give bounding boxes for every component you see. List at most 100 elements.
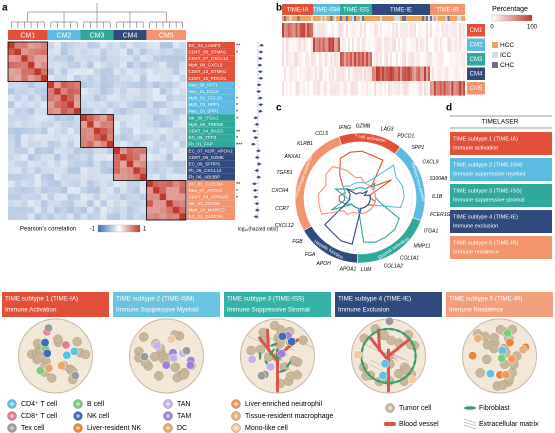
immune-cell bbox=[505, 338, 515, 347]
percentage-cell bbox=[285, 52, 288, 67]
immune-cell bbox=[473, 334, 483, 343]
heatmap-cell bbox=[179, 134, 187, 141]
subtype-header bbox=[446, 292, 553, 317]
cluster-label: CM1 bbox=[20, 32, 35, 39]
heatmap-cell bbox=[113, 200, 121, 207]
heatmap-cell bbox=[120, 167, 127, 174]
heatmap-cell bbox=[87, 114, 94, 122]
heatmap-cell bbox=[166, 68, 173, 76]
percentage-cell bbox=[386, 66, 389, 82]
cancer-stripe bbox=[455, 16, 458, 21]
heatmap-cell bbox=[153, 213, 160, 221]
heatmap-cell bbox=[8, 121, 15, 128]
heatmap-cell bbox=[27, 68, 35, 76]
percentage-colorbar bbox=[491, 14, 533, 22]
module-label: EC_07_KDR_APOA2 bbox=[189, 148, 234, 153]
heatmap-cell bbox=[120, 140, 127, 148]
percentage-cell bbox=[285, 23, 288, 38]
heatmap-cell bbox=[172, 114, 180, 122]
percentage-cell bbox=[366, 66, 369, 82]
subtype-label: TIME-IR bbox=[436, 8, 459, 14]
fibroblast bbox=[381, 327, 390, 331]
cancer-stripe bbox=[346, 16, 349, 21]
fibroblast bbox=[362, 339, 367, 348]
heatmap-cell bbox=[21, 68, 28, 76]
heatmap-cell bbox=[8, 88, 15, 95]
heatmap-cell bbox=[21, 206, 28, 214]
heatmap-cell bbox=[40, 68, 48, 76]
module-label-bg bbox=[187, 42, 235, 49]
heatmap-cell bbox=[113, 140, 121, 148]
heatmap-cell bbox=[159, 213, 167, 221]
percentage-cell bbox=[295, 66, 298, 82]
heatmap-cell bbox=[60, 154, 68, 161]
tumor-cell bbox=[489, 333, 500, 343]
colorbar bbox=[97, 224, 141, 233]
heatmap-cell bbox=[47, 180, 55, 188]
legend-label: TAM bbox=[177, 413, 191, 420]
percentage-cell bbox=[416, 37, 419, 53]
immune-cell bbox=[69, 346, 79, 356]
percentage-cell bbox=[344, 52, 347, 67]
heatmap-cell bbox=[73, 88, 81, 95]
heatmap-cell bbox=[34, 121, 42, 128]
fibroblast bbox=[278, 369, 287, 373]
cancer-stripe bbox=[282, 16, 285, 21]
legend-icon bbox=[463, 418, 477, 424]
gene-label: CCR7 bbox=[275, 206, 289, 212]
heatmap-cell bbox=[159, 114, 167, 122]
heatmap-cell bbox=[133, 74, 140, 82]
percentage-cell bbox=[372, 52, 375, 67]
heatmap-cell bbox=[146, 180, 154, 188]
percentage-cell bbox=[390, 81, 393, 96]
cancer-stripe bbox=[378, 16, 381, 21]
heatmap-cell bbox=[133, 127, 140, 135]
immune-cell bbox=[507, 354, 517, 364]
percentage-cell bbox=[285, 81, 288, 96]
percentage-cell bbox=[370, 66, 373, 82]
percentage-cell bbox=[418, 52, 421, 67]
percentage-cell bbox=[324, 66, 327, 82]
module-label: CD4T_05_STMN1 bbox=[189, 49, 227, 54]
fibroblast bbox=[387, 381, 396, 385]
tumor-cell bbox=[47, 373, 57, 383]
percentage-cell bbox=[346, 81, 349, 96]
ecm bbox=[392, 353, 409, 362]
percentage-cell bbox=[309, 81, 312, 96]
heatmap-cell bbox=[93, 42, 101, 49]
heatmap-cell bbox=[60, 127, 68, 135]
percentage-cell bbox=[435, 52, 438, 67]
percentage-cell bbox=[358, 37, 361, 53]
heatmap-cell bbox=[153, 147, 160, 155]
cluster-label: CM4 bbox=[123, 32, 138, 39]
heatmap-cell bbox=[133, 173, 140, 181]
percentage-cell bbox=[459, 66, 462, 82]
cancer-stripe bbox=[376, 16, 379, 21]
heatmap-cell bbox=[27, 193, 35, 201]
heatmap-cell bbox=[153, 107, 160, 115]
percentage-cell bbox=[430, 37, 433, 53]
cancer-stripe bbox=[370, 16, 373, 21]
hazard-point bbox=[255, 123, 259, 126]
percentage-cell bbox=[428, 52, 431, 67]
heatmap-cell bbox=[93, 107, 101, 115]
cluster-box bbox=[7, 41, 48, 82]
heatmap-cell bbox=[27, 134, 35, 141]
heatmap-cell bbox=[40, 160, 48, 168]
percentage-cell bbox=[283, 23, 286, 38]
subtype-header-desc: Immune Exclusion bbox=[338, 307, 390, 314]
percentage-cell bbox=[293, 37, 296, 53]
heatmap-cell bbox=[153, 180, 160, 188]
heatmap-cell bbox=[153, 101, 160, 109]
subtype-header-name: TIME subtype 4 (TIME-IE) bbox=[338, 296, 411, 303]
heatmap-cell bbox=[139, 42, 147, 49]
heatmap-cell bbox=[21, 140, 28, 148]
fibroblast bbox=[414, 352, 417, 360]
percentage-cell bbox=[426, 66, 429, 82]
heatmap-cell bbox=[40, 140, 48, 148]
heatmap-cell bbox=[139, 173, 147, 181]
subtype-bar bbox=[340, 4, 372, 15]
heatmap-cell bbox=[14, 94, 22, 102]
heatmap-cell bbox=[93, 200, 101, 207]
heatmap-cell bbox=[8, 187, 15, 194]
